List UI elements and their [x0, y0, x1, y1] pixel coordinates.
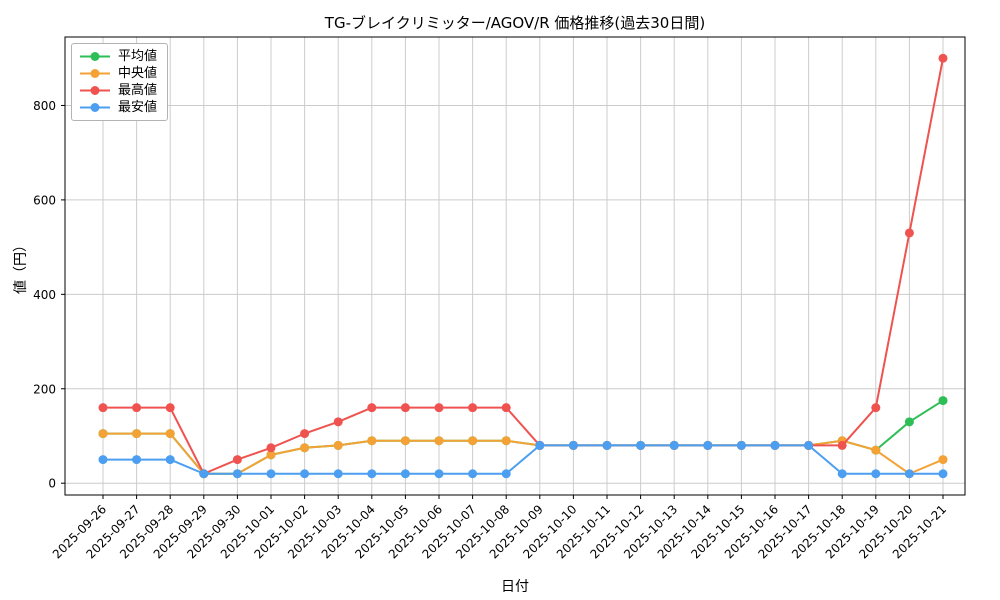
series-min-marker — [568, 440, 578, 450]
series-median-marker — [400, 436, 410, 446]
series-min-marker — [468, 469, 478, 479]
series-min-line — [102, 444, 944, 475]
series-max-marker — [837, 440, 847, 450]
series-median-marker — [434, 436, 444, 446]
axis-ticks — [61, 104, 944, 499]
legend-label-min: 最安値 — [118, 100, 158, 115]
legend-label-median: 中央値 — [118, 66, 158, 81]
series-median-marker — [501, 436, 511, 446]
legend-marker-min-icon — [80, 103, 110, 112]
series-max-marker — [333, 417, 343, 427]
series-min-marker — [602, 440, 612, 450]
legend-marker-max-icon — [80, 86, 110, 95]
series-max — [98, 53, 948, 479]
plot-border — [64, 36, 966, 496]
series-median-marker — [266, 450, 276, 460]
series-median-marker — [367, 436, 377, 446]
y-tick-labels: 0 200 400 600 800 — [33, 99, 56, 491]
series-max-marker — [938, 53, 948, 63]
series-max-marker — [266, 443, 276, 453]
series-min-marker — [199, 469, 209, 479]
legend-item-max: 最高値 — [79, 84, 157, 97]
series-min-marker — [98, 455, 108, 465]
x-axis-label: 日付 — [501, 579, 529, 595]
series-min-marker — [232, 469, 242, 479]
legend-item-average: 平均値 — [79, 50, 157, 63]
series-median — [98, 429, 948, 479]
series-min-marker — [165, 455, 175, 465]
series-average-marker — [938, 396, 948, 406]
series-max-marker — [400, 403, 410, 413]
series-min-marker — [904, 469, 914, 479]
series-min-marker — [535, 440, 545, 450]
series-min-marker — [736, 440, 746, 450]
series-min-marker — [703, 440, 713, 450]
series-max-marker — [132, 403, 142, 413]
series-min-marker — [804, 440, 814, 450]
series-max-marker — [501, 403, 511, 413]
series-max-marker — [300, 429, 310, 439]
series-max-marker — [232, 455, 242, 465]
legend-label-max: 最高値 — [118, 83, 158, 98]
series-average-marker — [904, 417, 914, 427]
series-median-marker — [300, 443, 310, 453]
series-max-marker — [468, 403, 478, 413]
series-max-marker — [904, 228, 914, 238]
y-tick-label: 200 — [33, 382, 56, 396]
series-median-marker — [98, 429, 108, 439]
series-max-marker — [367, 403, 377, 413]
legend-item-median: 中央値 — [79, 67, 157, 80]
series-min-marker — [938, 469, 948, 479]
series-min-marker — [501, 469, 511, 479]
legend-label-average: 平均値 — [118, 49, 158, 64]
legend-marker-median-icon — [80, 69, 110, 78]
series-min-marker — [333, 469, 343, 479]
series-max-marker — [165, 403, 175, 413]
series-min — [98, 440, 948, 479]
y-tick-label: 0 — [48, 477, 56, 491]
x-tick-labels: 2025-09-262025-09-272025-09-282025-09-29… — [50, 502, 949, 561]
series-max-marker — [434, 403, 444, 413]
series-max-line — [102, 57, 944, 475]
series-median-marker — [132, 429, 142, 439]
series-average — [98, 396, 948, 479]
series-median-marker — [938, 455, 948, 465]
series-median-marker — [871, 445, 881, 455]
series-min-marker — [367, 469, 377, 479]
series-min-marker — [132, 455, 142, 465]
series-min-marker — [400, 469, 410, 479]
series-median-marker — [333, 440, 343, 450]
chart-title: TG-ブレイクリミッター/AGOV/R 価格推移(過去30日間) — [324, 14, 706, 32]
series-max-marker — [871, 403, 881, 413]
series-min-marker — [669, 440, 679, 450]
gridlines — [65, 37, 965, 495]
legend: 平均値中央値最高値最安値 — [71, 43, 169, 121]
series-min-marker — [871, 469, 881, 479]
series-min-marker — [300, 469, 310, 479]
y-tick-label: 400 — [33, 288, 56, 302]
series-median-marker — [165, 429, 175, 439]
series-min-marker — [770, 440, 780, 450]
legend-marker-average-icon — [80, 52, 110, 61]
series-median-marker — [468, 436, 478, 446]
series-min-marker — [837, 469, 847, 479]
y-tick-label: 600 — [33, 193, 56, 207]
series-min-marker — [266, 469, 276, 479]
series-max-marker — [98, 403, 108, 413]
series-min-marker — [636, 440, 646, 450]
series-min-marker — [434, 469, 444, 479]
legend-item-min: 最安値 — [79, 101, 157, 114]
y-tick-label: 800 — [33, 99, 56, 113]
